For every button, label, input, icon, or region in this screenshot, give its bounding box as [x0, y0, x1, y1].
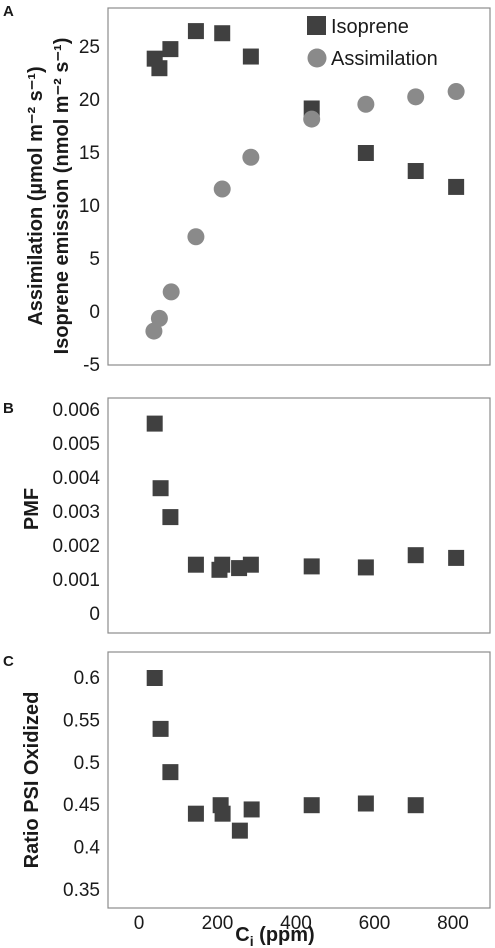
panel-c-letter: C: [3, 653, 14, 670]
x-axis-title-units: (ppm): [254, 924, 315, 946]
legend-assimilation-marker: [307, 48, 327, 68]
isoprene-point: [407, 163, 424, 180]
x-tick-label: 0: [134, 913, 145, 934]
assimilation-point: [242, 148, 260, 166]
y-tick-label: 0: [89, 604, 100, 625]
isoprene-point: [187, 23, 204, 40]
series-1-point: [152, 480, 169, 497]
x-tick-label: 200: [202, 913, 234, 934]
legend-isoprene-marker: [307, 16, 326, 35]
legend: Isoprene Assimilation: [307, 16, 438, 70]
y-tick-label: 0.003: [52, 502, 100, 523]
panel-a-points: [145, 23, 465, 340]
series-1-point: [407, 547, 424, 564]
y-tick-label: 0.004: [52, 468, 100, 489]
series-1-point: [214, 805, 231, 822]
panel-c-points: [146, 670, 424, 839]
panel-c: C Ratio PSI Oxidized 0.350.40.450.50.550…: [3, 651, 491, 948]
isoprene-point: [214, 25, 231, 42]
x-axis-title-main: C: [235, 924, 249, 946]
panel-b-points: [146, 415, 465, 578]
y-tick-label: 0.5: [74, 753, 100, 774]
y-tick-label: 10: [79, 196, 100, 217]
series-1-point: [146, 670, 163, 686]
series-1-point: [243, 801, 260, 818]
isoprene-point: [448, 178, 465, 195]
x-tick-label: 600: [359, 913, 391, 934]
series-1-point: [448, 549, 465, 566]
assimilation-point: [150, 309, 168, 327]
y-tick-label: 0.35: [63, 880, 100, 901]
assimilation-point: [357, 95, 375, 113]
series-1-point: [231, 822, 248, 839]
isoprene-point: [357, 145, 374, 161]
assimilation-point: [187, 228, 205, 246]
series-1-point: [357, 559, 374, 576]
panel-c-xticks: 0 200 400 600 800: [134, 913, 469, 934]
legend-assimilation-label: Assimilation: [331, 48, 438, 70]
y-tick-label: 0.6: [74, 668, 100, 689]
assimilation-point: [213, 180, 231, 198]
isoprene-point: [242, 48, 259, 65]
series-1-point: [303, 558, 320, 575]
panel-b: B PMF 0 0.001 0.002 0.003 0.004 0.005 0.006: [3, 397, 491, 634]
panel-a-letter: A: [3, 3, 14, 20]
x-axis-title-sub: i: [250, 933, 254, 948]
panel-b-letter: B: [3, 400, 14, 417]
series-1-point: [214, 556, 231, 573]
assimilation-point: [407, 88, 425, 106]
legend-isoprene-label: Isoprene: [331, 16, 409, 38]
y-tick-label: 0.4: [74, 838, 101, 859]
panel-c-ylabel: Ratio PSI Oxidized: [21, 692, 43, 869]
series-1-point: [152, 720, 169, 737]
assimilation-point: [162, 283, 180, 301]
series-1-point: [357, 795, 374, 812]
y-tick-label: 0: [89, 302, 100, 323]
panel-a-frame: [107, 7, 491, 366]
assimilation-point: [447, 83, 465, 101]
y-tick-label: 0.005: [52, 434, 100, 455]
y-tick-label: 15: [79, 143, 100, 164]
y-tick-label: 0.55: [63, 710, 100, 731]
panel-a-ylabel-line2: Isoprene emission (nmol m⁻² s⁻¹): [51, 38, 73, 355]
series-1-point: [242, 556, 259, 573]
panel-c-yticks: 0.35 0.4 0.45 0.5 0.55 0.6: [63, 668, 100, 901]
x-tick-label: 800: [437, 913, 469, 934]
series-1-point: [187, 805, 204, 822]
x-tick-label: 400: [280, 913, 312, 934]
x-axis-title: Ci (ppm): [235, 924, 314, 948]
panel-a-ylabel-line1: Assimilation (µmol m⁻² s⁻¹): [25, 66, 47, 325]
y-tick-label: 5: [89, 249, 100, 270]
series-1-point: [407, 797, 424, 814]
y-tick-label: 0.002: [52, 536, 100, 557]
panel-a: A Assimilation (µmol m⁻² s⁻¹) Isoprene e…: [3, 3, 491, 376]
y-tick-label: 0.001: [52, 570, 100, 591]
panel-b-frame: [107, 397, 491, 634]
y-tick-label: -5: [83, 355, 100, 376]
assimilation-point: [303, 110, 321, 128]
y-tick-label: 0.45: [63, 795, 100, 816]
series-1-point: [303, 797, 320, 814]
panel-b-yticks: 0 0.001 0.002 0.003 0.004 0.005 0.006: [52, 400, 100, 625]
y-tick-label: 25: [79, 37, 100, 58]
panel-b-ylabel: PMF: [21, 488, 43, 530]
y-tick-label: 0.006: [52, 400, 100, 421]
series-1-point: [162, 509, 179, 526]
panel-a-yticks: -5 0 5 10 15 20 25: [79, 37, 100, 376]
y-tick-label: 20: [79, 90, 100, 111]
series-1-point: [162, 764, 179, 781]
panel-c-frame: [107, 651, 491, 909]
series-1-point: [146, 415, 163, 432]
isoprene-point: [162, 41, 179, 58]
isoprene-point: [151, 60, 168, 77]
assimilation-point: [145, 322, 163, 340]
series-1-point: [187, 556, 204, 573]
